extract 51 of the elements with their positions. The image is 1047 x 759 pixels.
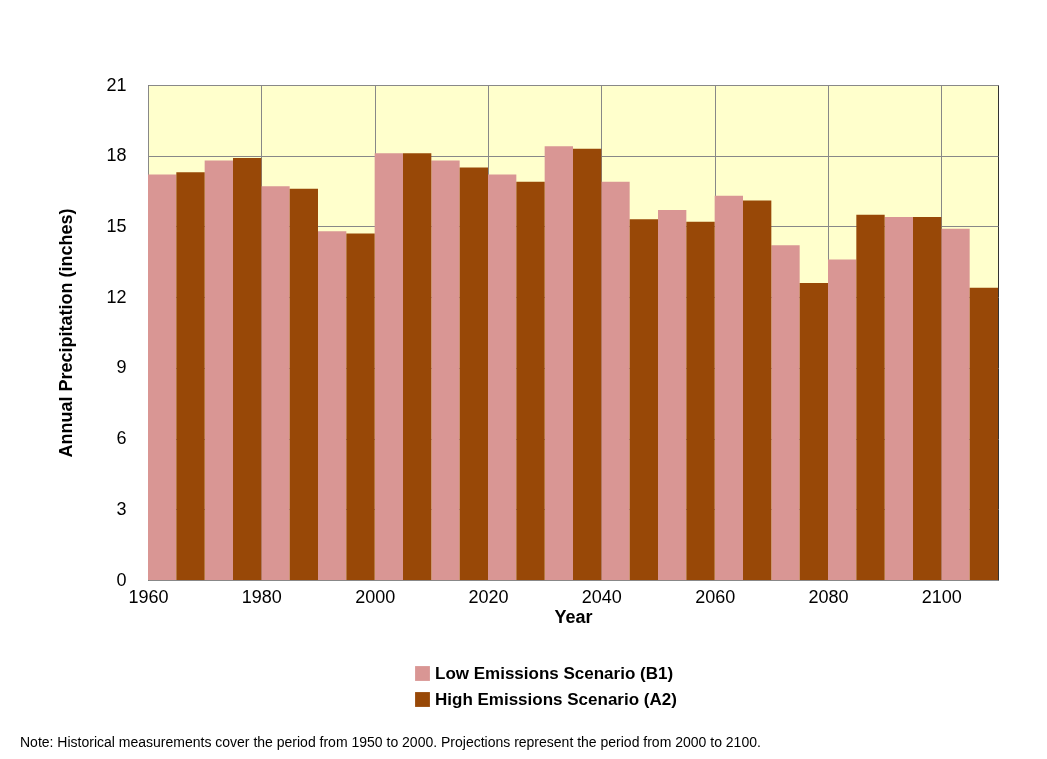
y-tick-label: 12 [106,286,127,307]
bar [686,221,715,580]
bar [573,148,602,580]
bar [431,160,460,580]
bar [658,209,687,580]
bar [176,172,205,580]
y-tick-label: 3 [116,498,127,519]
bar [799,283,828,580]
legend-label: High Emissions Scenario (A2) [435,689,677,709]
bar [318,231,347,580]
x-tick-label: 1980 [241,586,282,607]
y-tick-label: 9 [116,357,127,378]
text: Note: Historical measurements cover the period from 1950 to 2000. Projections represent the period from 2000 to 2100. [20,734,761,750]
bar [601,181,630,580]
bar [148,174,177,580]
x-tick-label: 2060 [695,586,736,607]
bar [488,174,517,580]
y-tick-label: 18 [106,145,127,166]
bar [913,217,942,580]
bar [233,158,262,580]
bar [884,217,913,580]
bar [941,228,970,580]
bar [374,153,403,580]
y-tick-label: 15 [106,215,127,236]
bar [771,245,800,580]
x-tick-label: 1960 [128,586,169,607]
x-axis-title: Year [554,606,593,627]
y-tick-label: 6 [116,428,127,449]
y-axis-title: Annual Precipitation (inches) [56,208,77,458]
bar [544,146,573,580]
bar [346,233,375,580]
x-tick-label: 2080 [808,586,849,607]
bar [629,219,658,580]
bar [261,186,290,580]
bar [204,160,233,580]
bar [856,214,885,580]
y-tick-label: 21 [106,74,127,95]
bar [459,167,488,580]
bar [289,188,318,580]
x-tick-label: 2100 [921,586,962,607]
bar [969,287,998,580]
bar [516,181,545,580]
bar [828,259,857,580]
bar [403,153,432,580]
y-tick-label: 0 [116,569,127,590]
x-tick-label: 2000 [355,586,396,607]
bar [714,195,743,580]
x-tick-label: 2020 [468,586,509,607]
x-tick-label: 2040 [581,586,622,607]
legend-label: Low Emissions Scenario (B1) [435,663,674,683]
bar [743,200,772,580]
